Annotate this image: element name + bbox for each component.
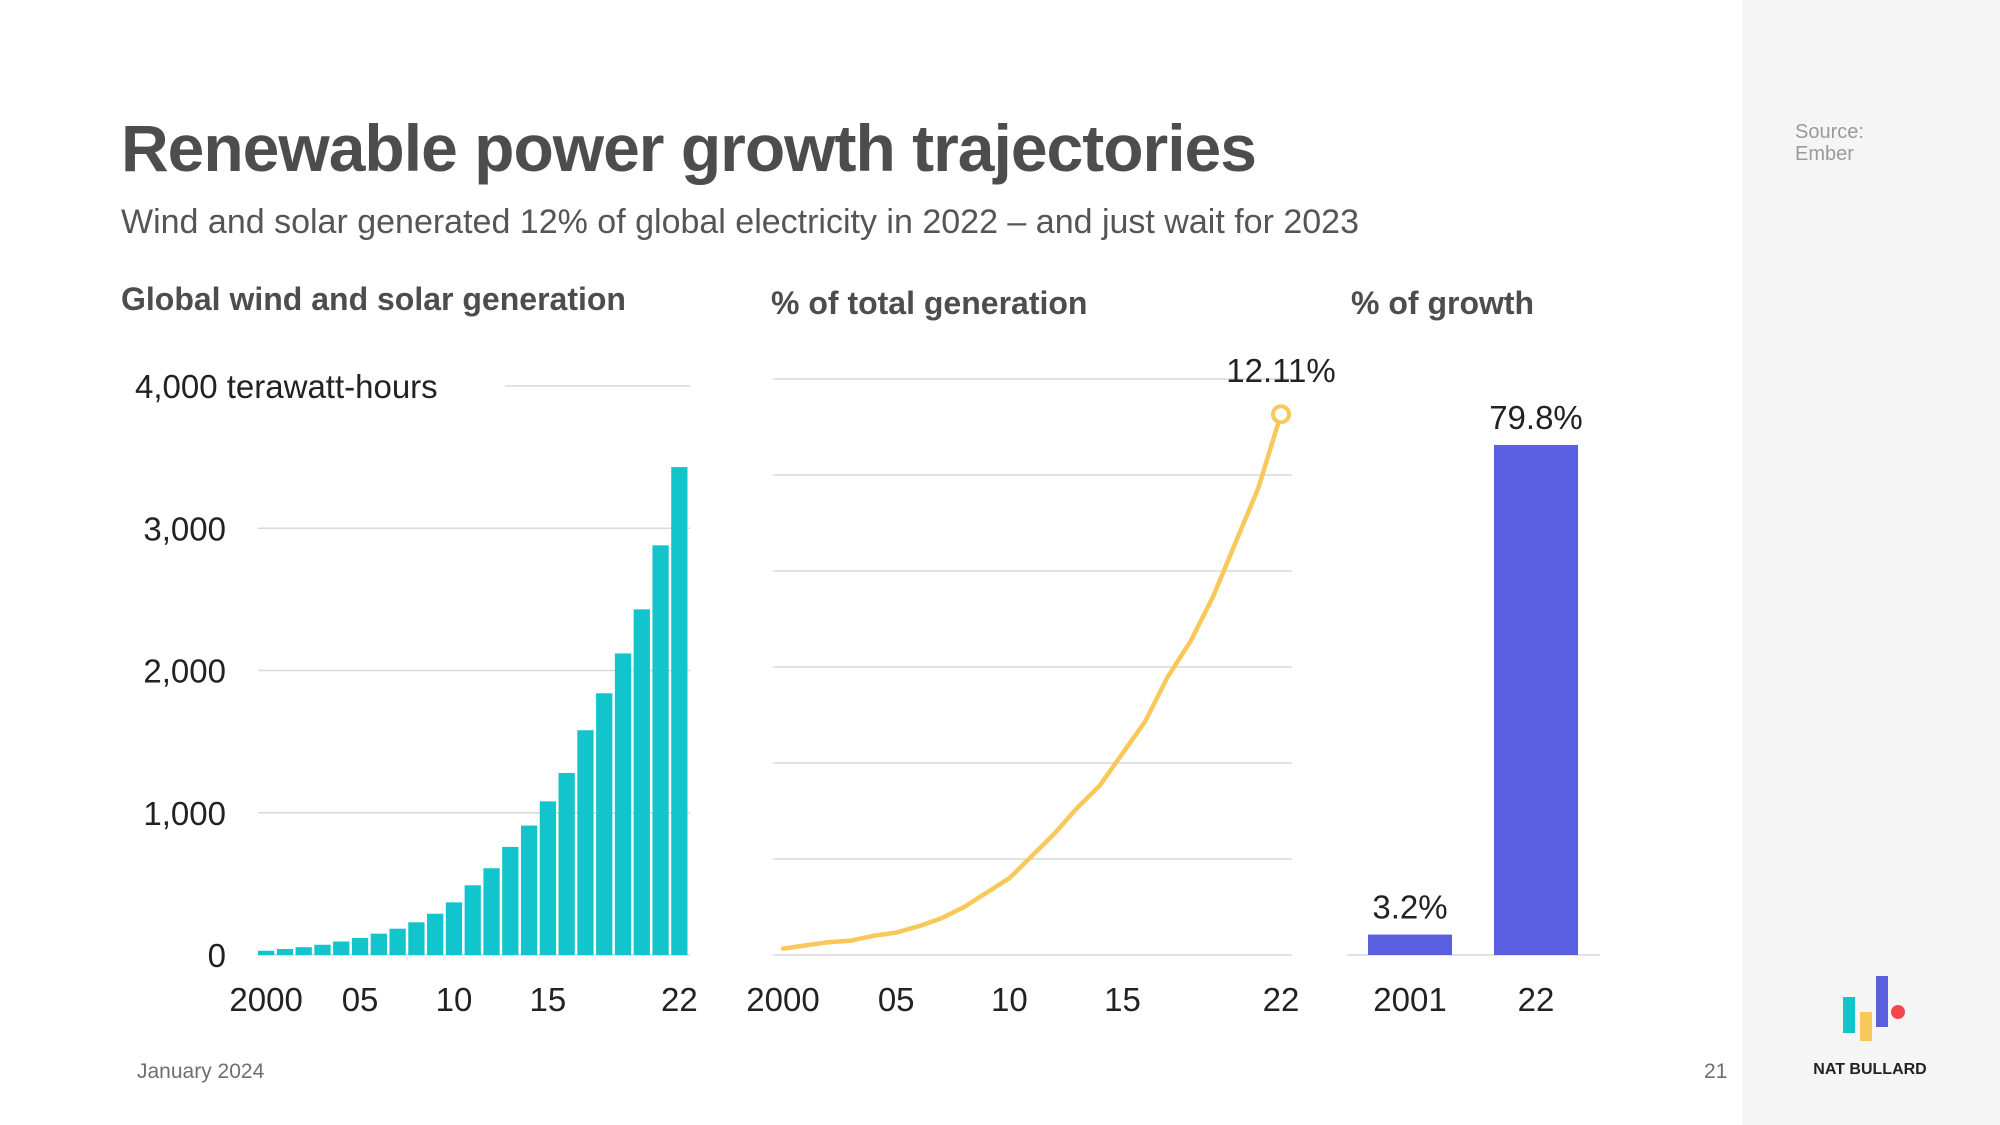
bar-2009 [427, 913, 444, 955]
brand-logo [1843, 976, 1905, 1041]
y-tick-label: 2,000 [143, 653, 226, 690]
bar-2015 [539, 801, 557, 955]
panel-title-generation: Global wind and solar generation [121, 281, 626, 317]
logo-dot-red [1891, 1005, 1905, 1019]
source-note: Source: Ember [1795, 121, 1864, 165]
x-tick-label: 22 [661, 981, 698, 1018]
x-tick-label: 22 [1518, 981, 1555, 1018]
growth-value-label: 79.8% [1489, 399, 1583, 436]
bar-2012 [483, 868, 500, 955]
x-tick-label: 05 [342, 981, 379, 1018]
x-tick-label: 2000 [229, 981, 302, 1018]
bar-2011 [464, 885, 481, 955]
share-line [780, 411, 1284, 951]
bar-2021 [652, 545, 669, 955]
growth-bar-22 [1494, 445, 1578, 955]
bar-2000 [258, 950, 275, 955]
bar-2020 [633, 609, 650, 955]
y-axis-unit-label: 4,000 terawatt-hours [135, 368, 438, 405]
growth-bar-2001 [1368, 934, 1452, 955]
bar-2007 [389, 928, 406, 955]
bar-2019 [614, 653, 632, 955]
x-tick-label: 15 [530, 981, 567, 1018]
generation-chart: 0 1,000 2,000 3,000 4,000 terawatt-hours 2000… [135, 368, 698, 1018]
logo-bar-yellow [1860, 1012, 1872, 1041]
page-title: Renewable power growth trajectories [121, 111, 1257, 185]
page-subtitle: Wind and solar generated 12% of global e… [121, 203, 1359, 241]
brand-name: NAT BULLARD [1813, 1061, 1927, 1078]
bar-2008 [408, 922, 425, 955]
bar-2010 [445, 902, 463, 955]
panel-title-share: % of total generation [771, 285, 1088, 321]
end-point-marker [1271, 404, 1291, 425]
bar-2001 [276, 949, 294, 955]
bar-2018 [596, 693, 613, 955]
y-tick-label: 3,000 [143, 510, 226, 547]
footer-date: January 2024 [137, 1060, 265, 1083]
x-tick-label: 2000 [746, 981, 819, 1018]
bar-2006 [370, 933, 387, 955]
growth-chart: 3.2% 2001 79.8% 22 [1347, 399, 1600, 1018]
side-panel [1742, 0, 2000, 1125]
x-tick-label: 05 [878, 981, 915, 1018]
growth-value-label: 3.2% [1372, 889, 1447, 926]
y-tick-label: 1,000 [143, 795, 226, 832]
bar-2002 [295, 947, 312, 955]
logo-bar-purple [1876, 976, 1888, 1027]
x-tick-label: 10 [436, 981, 473, 1018]
bar-2016 [558, 772, 575, 955]
logo-bar-teal [1843, 997, 1855, 1033]
x-tick-label: 15 [1104, 981, 1141, 1018]
page-number: 21 [1704, 1060, 1728, 1083]
bar-2013 [502, 846, 519, 955]
end-value-label: 12.11% [1226, 352, 1335, 389]
panel-title-growth: % of growth [1351, 285, 1535, 321]
share-chart: 12.11% 2000 05 10 15 22 [746, 352, 1335, 1018]
x-tick-label: 10 [991, 981, 1028, 1018]
bar-2017 [577, 730, 594, 955]
bar-2005 [351, 937, 369, 955]
bar-2004 [333, 941, 350, 955]
x-tick-label: 2001 [1373, 981, 1446, 1018]
bar-2003 [314, 944, 331, 955]
y-tick-label: 0 [208, 937, 226, 974]
bar-2022 [671, 467, 688, 955]
bar-2014 [520, 825, 538, 955]
x-tick-label: 22 [1263, 981, 1300, 1018]
